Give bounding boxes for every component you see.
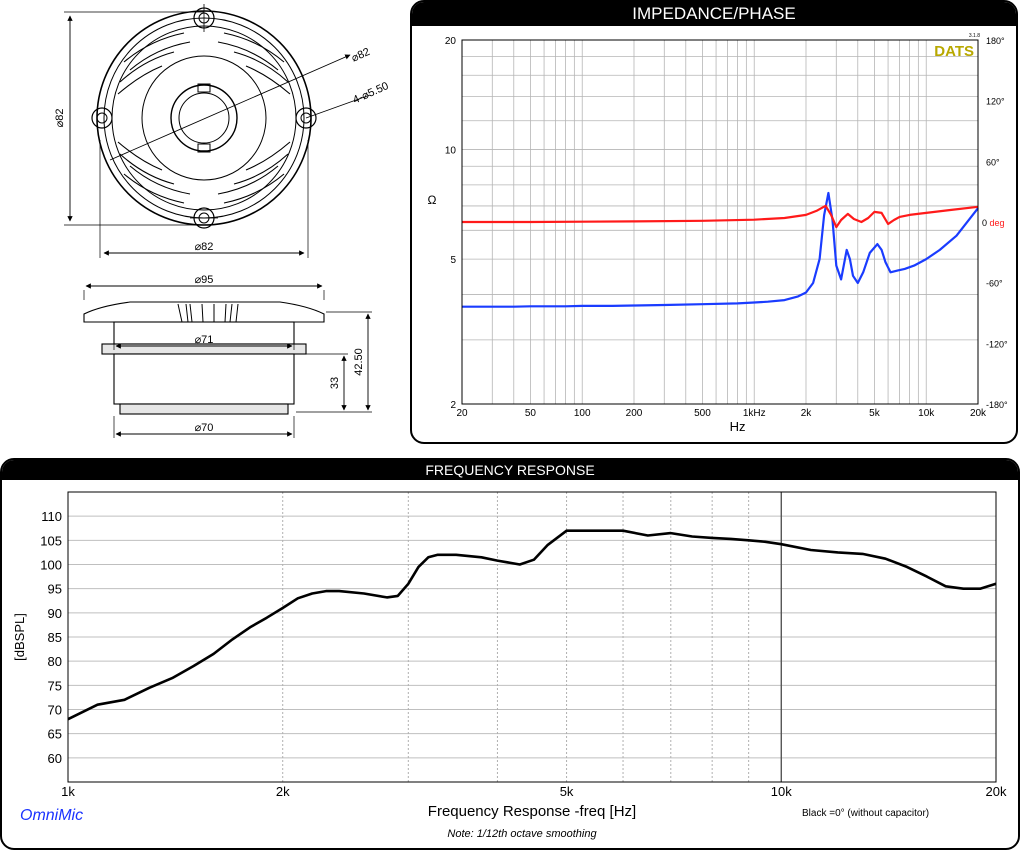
phase-y-tick-label: -60° xyxy=(986,279,1003,289)
dim-top-vertical: ⌀82 xyxy=(54,109,66,128)
impedance-x-tick-label: 5k xyxy=(869,408,881,419)
frequency-chart: 60 65 70 75 80 85 90 95 100 105 110 1k 2k 5k 10k 20k [… xyxy=(12,491,1007,840)
impedance-x-tick-label: 1kHz xyxy=(743,408,766,419)
frequency-y-axis-label: [dBSPL] xyxy=(12,613,27,661)
frequency-y-tick-label: 80 xyxy=(48,654,62,669)
impedance-series-line xyxy=(462,191,979,308)
dim-side-body-top: ⌀71 xyxy=(195,334,214,346)
frequency-y-tick-label: 65 xyxy=(48,727,62,742)
frequency-y-tick-label: 70 xyxy=(48,703,62,718)
frequency-y-tick-label: 90 xyxy=(48,606,62,621)
dim-mount-holes: 4-⌀5.50 xyxy=(351,80,390,106)
impedance-y-axis-label: Ω xyxy=(428,193,437,207)
dats-logo: DATS xyxy=(934,43,974,60)
frequency-x-tick-label: 5k xyxy=(560,784,574,799)
frequency-x-tick-label: 1k xyxy=(61,784,75,799)
impedance-x-tick-label: 2k xyxy=(801,408,813,419)
frequency-y-tick-label: 75 xyxy=(48,678,62,693)
phase-y-tick-label: 180° xyxy=(986,36,1005,46)
frequency-x-axis-label: Frequency Response -freq [Hz] xyxy=(428,803,636,820)
impedance-y-tick-label: 5 xyxy=(450,255,456,266)
smoothing-note: Note: 1/12th octave smoothing xyxy=(447,828,597,840)
frequency-y-tick-label: 95 xyxy=(48,582,62,597)
impedance-x-tick-label: 10k xyxy=(918,408,935,419)
frequency-y-tick-label: 100 xyxy=(40,558,62,573)
frequency-y-tick-label: 85 xyxy=(48,630,62,645)
impedance-x-axis-label: Hz xyxy=(730,419,746,434)
impedance-x-tick-label: 500 xyxy=(694,408,711,419)
impedance-phase-panel: IMPEDANCE/PHASE 2 5 10 20 180° 120° 60° 0 deg -… xyxy=(410,0,1018,444)
frequency-y-tick-label: 60 xyxy=(48,751,62,766)
impedance-x-tick-label: 100 xyxy=(574,408,591,419)
dim-top-horizontal: ⌀82 xyxy=(195,241,214,253)
phase-y-tick-label: -120° xyxy=(986,339,1008,349)
impedance-y-tick-label: 10 xyxy=(445,146,457,157)
impedance-y-tick-label: 20 xyxy=(445,36,457,47)
dim-top-diagonal: ⌀82 xyxy=(350,46,372,65)
frequency-series-line xyxy=(67,529,997,721)
side-view xyxy=(83,290,372,438)
impedance-chart: 2 5 10 20 180° 120° 60° 0 deg -60° -120° -180° 20… xyxy=(428,33,1009,434)
top-view xyxy=(64,4,371,258)
phase-y-tick-label: 0 deg xyxy=(982,218,1005,228)
dim-side-body-bottom: ⌀70 xyxy=(195,422,214,434)
omnimic-logo: OmniMic xyxy=(20,807,83,824)
phase-y-tick-label: 60° xyxy=(986,157,1000,167)
impedance-panel-header: IMPEDANCE/PHASE xyxy=(412,2,1016,26)
dimension-drawing: ⌀82 ⌀82 ⌀82 4-⌀5.50 ⌀95 ⌀71 ⌀70 33 42.50 xyxy=(54,4,390,438)
impedance-x-tick-label: 20 xyxy=(456,408,468,419)
frequency-legend: Black =0° (without capacitor) xyxy=(802,808,929,819)
frequency-y-tick-label: 110 xyxy=(41,509,62,524)
impedance-y-tick-label: 2 xyxy=(450,400,456,411)
frequency-response-panel: FREQUENCY RESPONSE 60 65 70 75 80 85 90 95 100 10… xyxy=(0,458,1020,850)
impedance-x-tick-label: 50 xyxy=(525,408,537,419)
dats-version: 3.1.8 xyxy=(969,33,980,39)
frequency-x-tick-label: 20k xyxy=(986,784,1007,799)
frequency-y-tick-label: 105 xyxy=(40,533,62,548)
dim-side-flange: ⌀95 xyxy=(195,274,214,286)
frequency-x-tick-label: 10k xyxy=(771,784,792,799)
phase-y-tick-label: -180° xyxy=(986,400,1008,410)
impedance-x-tick-label: 20k xyxy=(970,408,987,419)
phase-y-tick-label: 120° xyxy=(986,97,1005,107)
phase-series-line xyxy=(462,204,979,229)
dim-side-depth-body: 33 xyxy=(329,377,341,389)
frequency-panel-header: FREQUENCY RESPONSE xyxy=(2,460,1018,480)
frequency-x-tick-label: 2k xyxy=(276,784,290,799)
dim-side-depth-total: 42.50 xyxy=(353,348,365,376)
impedance-x-tick-label: 200 xyxy=(626,408,643,419)
